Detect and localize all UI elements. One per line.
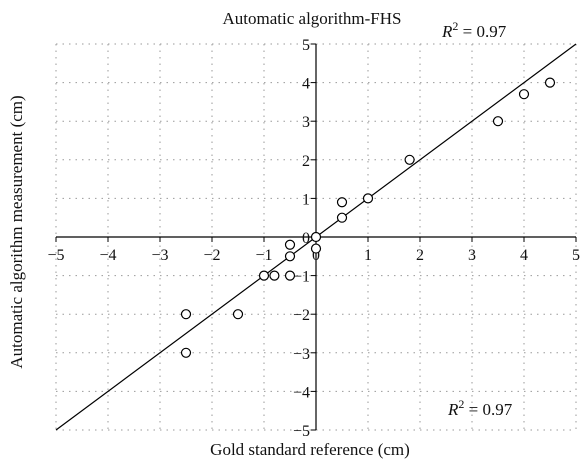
y-axis-label: Automatic algorithm measurement (cm) — [7, 95, 26, 368]
y-tick-label: 2 — [302, 153, 310, 170]
data-point — [258, 270, 270, 281]
data-point — [180, 309, 192, 320]
data-point — [310, 243, 322, 254]
data-point — [336, 212, 348, 223]
x-tick-label: 3 — [468, 247, 476, 264]
x-tick-label: −4 — [99, 247, 116, 264]
y-tick-label: −1 — [293, 269, 310, 286]
data-point — [336, 197, 348, 208]
data-point — [310, 231, 322, 243]
annotations: R2 = 0.97 R2 = 0.97 — [441, 19, 513, 419]
data-points — [180, 77, 556, 358]
y-tick-label: −4 — [293, 384, 310, 401]
data-point — [269, 270, 280, 281]
y-tick-label: 5 — [302, 37, 310, 54]
r-squared-annotation: R2 = 0.97 — [447, 397, 513, 419]
x-tick-label: 0 — [312, 247, 320, 264]
y-tick-label: 1 — [302, 191, 310, 208]
x-tick-label: −3 — [151, 247, 168, 264]
y-tick-label: 4 — [302, 76, 310, 93]
data-point — [180, 347, 192, 358]
data-point — [518, 89, 530, 100]
y-tick-label: 3 — [302, 114, 310, 131]
data-point — [284, 270, 296, 281]
x-tick-label: 5 — [572, 247, 580, 264]
data-point — [362, 193, 374, 204]
y-tick-label: 0 — [302, 230, 310, 247]
x-tick-label: 4 — [520, 247, 528, 264]
x-tick-label: −5 — [47, 247, 64, 264]
y-tick-label: −3 — [293, 346, 310, 363]
data-point — [284, 239, 296, 250]
chart-title: Automatic algorithm-FHS — [223, 9, 402, 28]
data-point — [544, 77, 556, 88]
x-tick-label: 2 — [416, 247, 424, 264]
x-tick-label: −1 — [255, 247, 272, 264]
data-point — [284, 251, 296, 262]
data-point — [404, 154, 415, 165]
y-tick-label: −2 — [293, 307, 310, 324]
y-tick-label: −5 — [293, 423, 310, 440]
x-tick-label: 1 — [364, 247, 372, 264]
x-tick-label: −2 — [203, 247, 220, 264]
data-point — [232, 309, 244, 320]
data-point — [492, 116, 504, 127]
x-axis-label: Gold standard reference (cm) — [210, 440, 410, 459]
r-squared-annotation: R2 = 0.97 — [441, 19, 507, 41]
